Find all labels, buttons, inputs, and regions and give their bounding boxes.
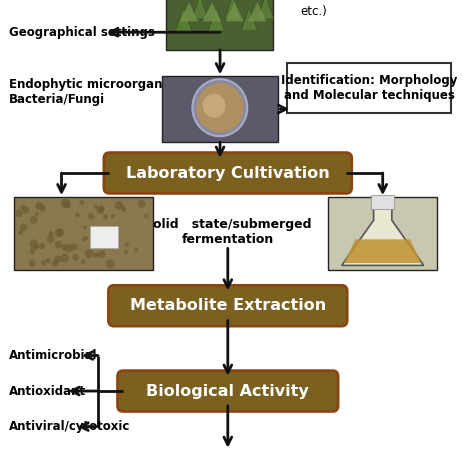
Circle shape	[15, 210, 23, 217]
Circle shape	[85, 249, 94, 258]
Polygon shape	[342, 201, 424, 265]
Circle shape	[22, 206, 29, 214]
Text: Metabolite Extraction: Metabolite Extraction	[130, 298, 326, 313]
Circle shape	[94, 253, 98, 258]
Circle shape	[144, 214, 149, 219]
Circle shape	[111, 214, 115, 218]
Circle shape	[29, 239, 38, 248]
Circle shape	[81, 259, 86, 265]
Circle shape	[56, 228, 64, 236]
Text: Antiviral/cytotoxic: Antiviral/cytotoxic	[9, 420, 130, 433]
Circle shape	[61, 254, 69, 263]
Polygon shape	[192, 0, 208, 19]
Circle shape	[192, 79, 247, 136]
Circle shape	[29, 248, 36, 254]
Circle shape	[83, 226, 87, 229]
Text: Antimicrobial: Antimicrobial	[9, 349, 98, 362]
Circle shape	[75, 213, 80, 218]
Circle shape	[28, 260, 36, 267]
Circle shape	[54, 255, 62, 263]
Circle shape	[88, 213, 94, 219]
Circle shape	[196, 83, 244, 132]
Circle shape	[97, 242, 101, 246]
Circle shape	[72, 255, 79, 261]
Circle shape	[124, 243, 129, 247]
Bar	[371, 195, 394, 209]
Circle shape	[84, 236, 88, 240]
Circle shape	[103, 214, 108, 219]
FancyBboxPatch shape	[287, 63, 451, 113]
Circle shape	[71, 243, 78, 250]
Polygon shape	[203, 2, 221, 21]
FancyBboxPatch shape	[118, 371, 338, 411]
Polygon shape	[180, 2, 198, 21]
Circle shape	[55, 228, 64, 237]
Circle shape	[39, 205, 46, 212]
Circle shape	[99, 229, 102, 233]
Bar	[90, 226, 118, 248]
Circle shape	[61, 199, 70, 208]
Circle shape	[18, 230, 23, 235]
Circle shape	[63, 201, 71, 209]
Circle shape	[123, 209, 126, 212]
Circle shape	[34, 244, 39, 250]
Bar	[14, 197, 153, 270]
Circle shape	[98, 250, 106, 258]
Circle shape	[109, 238, 116, 246]
Circle shape	[20, 205, 25, 210]
Circle shape	[95, 253, 99, 256]
Circle shape	[115, 201, 123, 210]
Circle shape	[82, 236, 87, 241]
Circle shape	[106, 259, 115, 269]
Text: Laboratory Cultivation: Laboratory Cultivation	[126, 165, 330, 181]
Circle shape	[39, 243, 46, 249]
FancyBboxPatch shape	[104, 153, 352, 193]
FancyBboxPatch shape	[109, 285, 347, 326]
Circle shape	[120, 205, 126, 211]
Bar	[162, 76, 278, 142]
Text: etc.): etc.)	[301, 5, 328, 18]
Circle shape	[66, 203, 71, 208]
Polygon shape	[241, 7, 257, 31]
Circle shape	[35, 212, 38, 216]
Circle shape	[96, 206, 104, 214]
Text: Biological Activity: Biological Activity	[146, 383, 309, 399]
Polygon shape	[225, 0, 241, 19]
Circle shape	[61, 244, 68, 251]
Circle shape	[41, 260, 46, 265]
Polygon shape	[208, 7, 225, 31]
Circle shape	[101, 242, 108, 249]
Polygon shape	[226, 2, 244, 21]
Circle shape	[202, 94, 226, 118]
Text: Solid   state/submerged
fermentation: Solid state/submerged fermentation	[144, 218, 311, 246]
Polygon shape	[248, 2, 266, 21]
Circle shape	[98, 205, 104, 212]
Text: Antioxidant: Antioxidant	[9, 384, 86, 398]
Circle shape	[124, 249, 128, 254]
Circle shape	[137, 200, 146, 208]
Polygon shape	[257, 0, 274, 19]
Circle shape	[52, 259, 59, 267]
Circle shape	[48, 231, 54, 237]
Text: Geographical settings: Geographical settings	[9, 26, 155, 39]
Circle shape	[46, 258, 51, 263]
Circle shape	[55, 241, 63, 248]
Bar	[166, 0, 273, 50]
Circle shape	[64, 244, 73, 252]
Circle shape	[35, 202, 43, 210]
Circle shape	[94, 204, 98, 209]
Polygon shape	[175, 7, 192, 31]
Circle shape	[79, 200, 84, 205]
Circle shape	[134, 248, 138, 253]
Circle shape	[47, 235, 55, 243]
Bar	[328, 197, 438, 270]
Circle shape	[20, 224, 27, 231]
Text: Identification: Morphology
and Molecular techniques: Identification: Morphology and Molecular…	[281, 73, 457, 102]
Text: Endophytic microorganism
Bacteria/Fungi: Endophytic microorganism Bacteria/Fungi	[9, 78, 186, 107]
Polygon shape	[344, 239, 421, 263]
Circle shape	[30, 216, 37, 224]
